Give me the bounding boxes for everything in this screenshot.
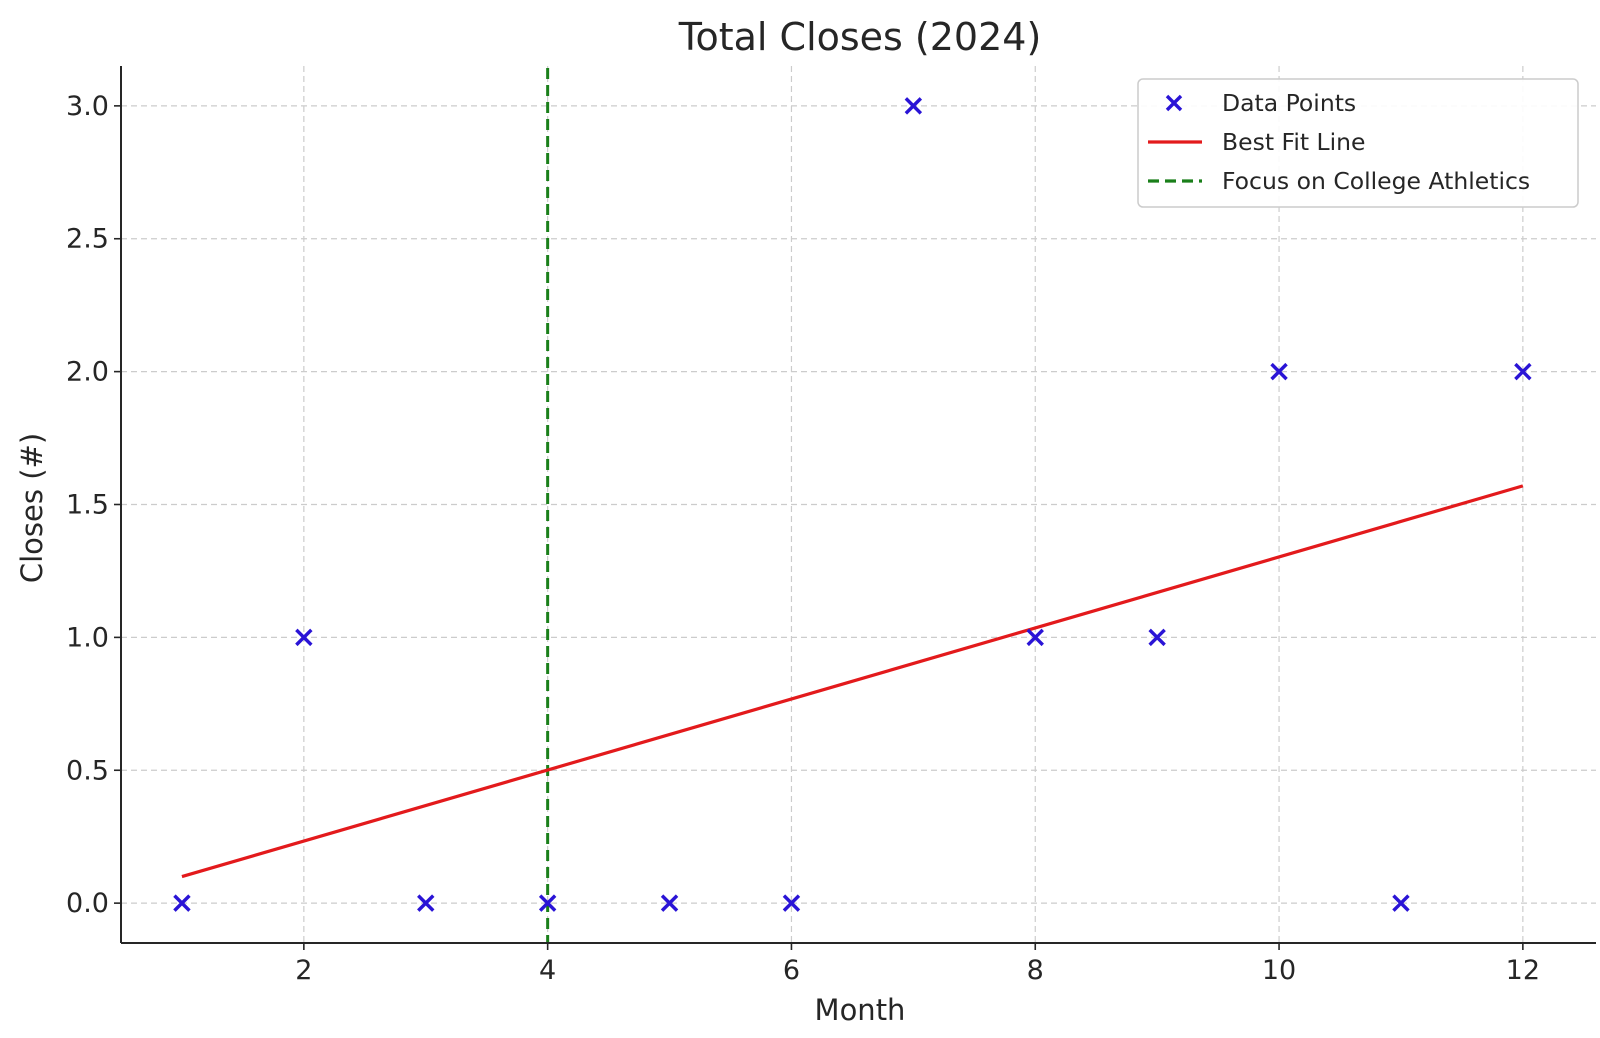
- x-tick-label: 2: [295, 955, 312, 986]
- data-point-marker: [538, 894, 557, 912]
- legend-label: Data Points: [1222, 89, 1356, 117]
- legend: Data Points Best Fit Line Focus on College…: [1137, 78, 1579, 208]
- y-tick-label: 1.5: [66, 490, 109, 521]
- y-tick-label: 2.5: [66, 224, 109, 255]
- legend-label: Focus on College Athletics: [1222, 167, 1530, 195]
- legend-box: [1137, 78, 1579, 208]
- y-tick-label: 3.0: [66, 91, 109, 122]
- x-tick-label: 4: [539, 955, 556, 986]
- best-fit-layer: [181, 484, 1524, 879]
- y-tick-label: 0.5: [66, 755, 109, 786]
- data-point-marker: [1514, 362, 1532, 381]
- data-point-marker: [1392, 894, 1410, 912]
- x-tick-label: 6: [783, 955, 800, 986]
- x-axis-label: Month: [815, 993, 906, 1027]
- axes: 2 4 6 8 10 12 0.0 0.5 1.0 1.5 2.0 2.5 3.0: [66, 66, 1596, 986]
- chart-title: Total Closes (2024): [678, 15, 1042, 59]
- y-tick-label: 2.0: [66, 357, 109, 388]
- data-point-marker: [660, 894, 679, 912]
- data-point-marker: [417, 894, 435, 912]
- data-point-marker: [1270, 362, 1288, 381]
- data-point-marker: [295, 628, 313, 647]
- grid: [121, 66, 1596, 943]
- data-point-marker: [1026, 628, 1044, 647]
- y-tick-label: 0.0: [66, 888, 109, 919]
- y-tick-label: 1.0: [66, 622, 109, 653]
- x-tick-label: 10: [1262, 955, 1296, 986]
- data-point-marker: [904, 97, 923, 115]
- data-point-marker: [782, 894, 801, 912]
- x-tick-label: 8: [1027, 955, 1044, 986]
- x-tick-label: 12: [1506, 955, 1540, 986]
- data-points: [173, 97, 1532, 912]
- data-point-marker: [1148, 628, 1166, 647]
- legend-label: Best Fit Line: [1222, 128, 1366, 156]
- y-axis-label: Closes (#): [15, 433, 49, 583]
- data-point-marker: [173, 894, 191, 912]
- legend-marker-x: [1165, 94, 1183, 112]
- best-fit-line: [181, 484, 1524, 879]
